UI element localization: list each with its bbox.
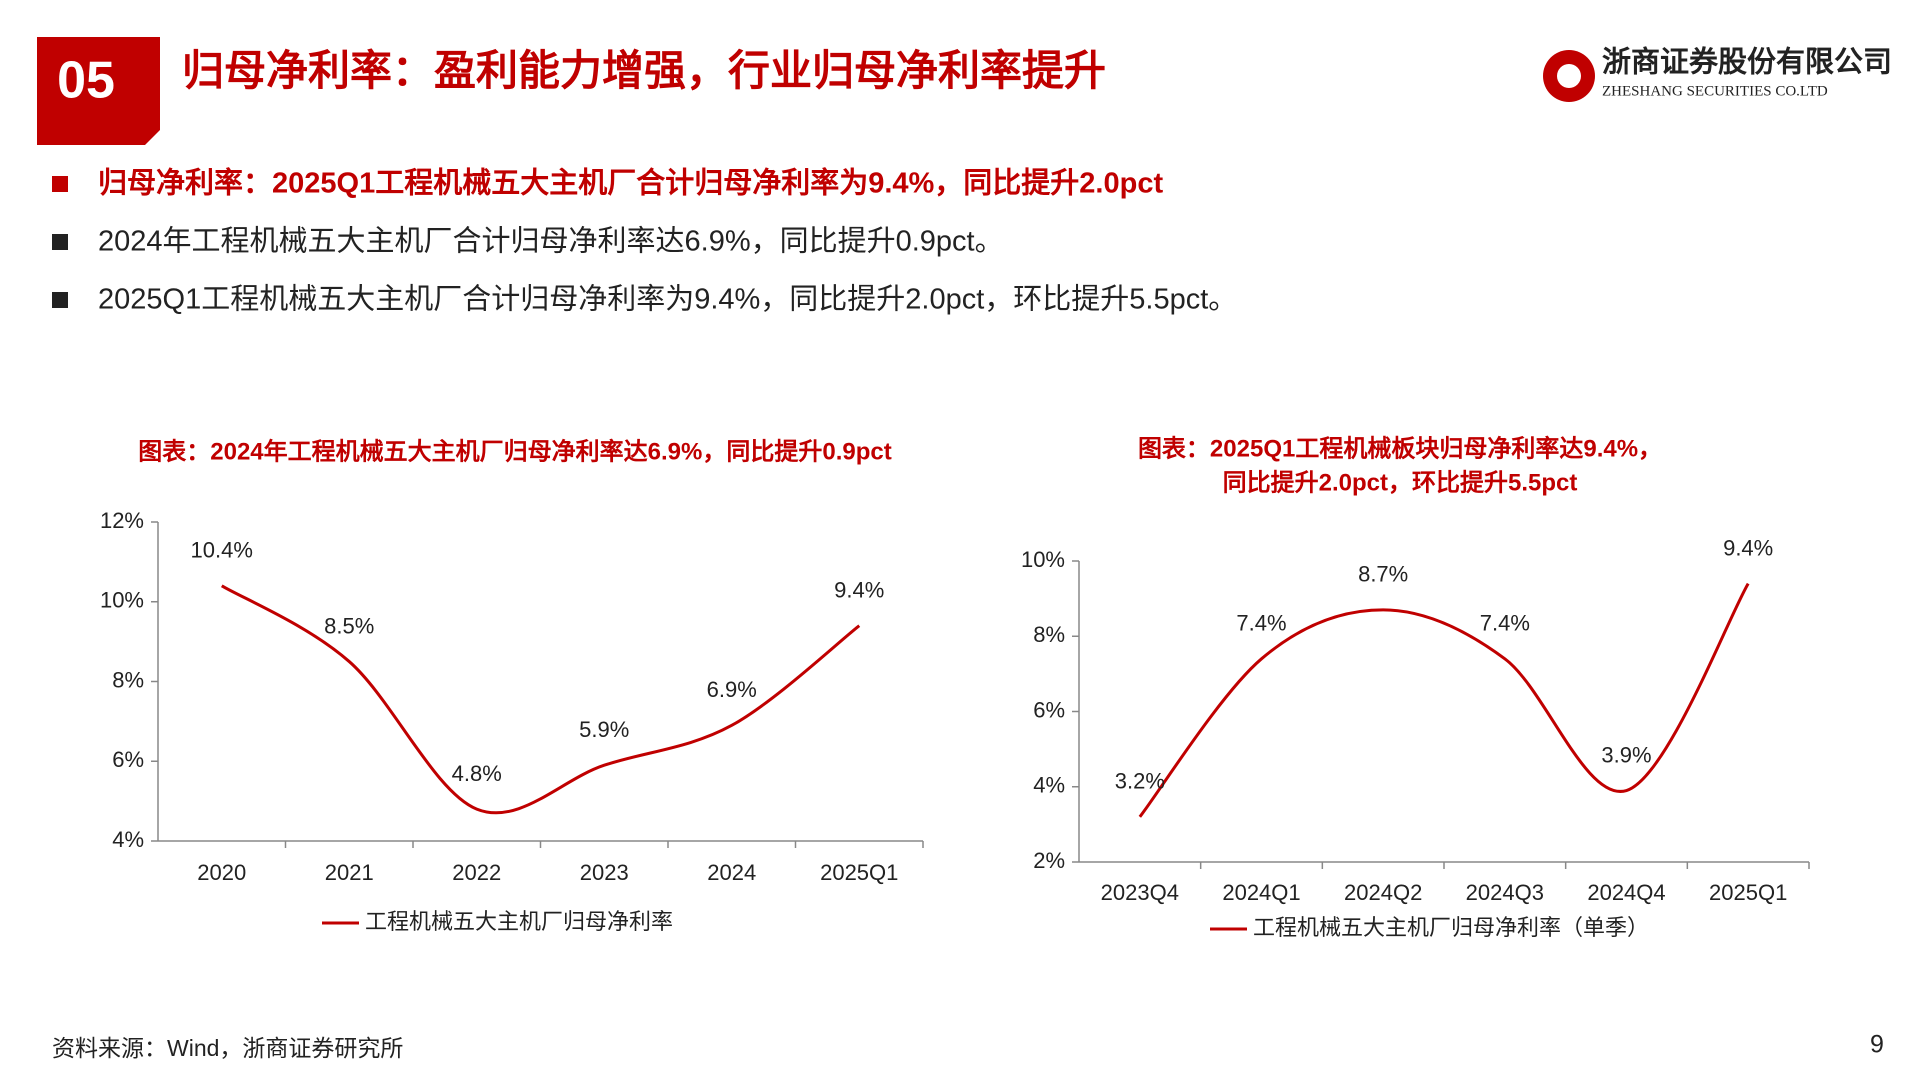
badge-accent: [145, 37, 160, 145]
data-label: 9.4%: [834, 577, 884, 602]
y-tick-label: 10%: [100, 588, 144, 613]
bullet-text: 2024年工程机械五大主机厂合计归母净利率达6.9%，同比提升0.9pct。: [98, 225, 1004, 258]
data-label: 7.4%: [1236, 611, 1286, 636]
data-label: 4.8%: [452, 761, 502, 786]
logo-name: 浙商证券股份有限公司: [1602, 46, 1892, 79]
y-tick-label: 6%: [1033, 697, 1065, 722]
logo-name-en: ZHESHANG SECURITIES CO.LTD: [1602, 83, 1828, 99]
data-label: 8.5%: [324, 613, 374, 638]
data-label: 3.2%: [1115, 769, 1165, 794]
legend-label: 工程机械五大主机厂归母净利率: [365, 909, 673, 934]
data-label: 3.9%: [1601, 742, 1651, 767]
y-tick-label: 8%: [1033, 622, 1065, 647]
bullet-text: 归母净利率：2025Q1工程机械五大主机厂合计归母净利率为9.4%，同比提升2.…: [98, 166, 1163, 200]
x-tick-label: 2023: [580, 860, 629, 885]
chart-title: 同比提升2.0pct，环比提升5.5pct: [1223, 469, 1578, 496]
bullet-square: [52, 234, 68, 250]
x-tick-label: 2021: [325, 860, 374, 885]
x-tick-label: 2024: [707, 860, 756, 885]
x-tick-label: 2023Q4: [1101, 880, 1179, 905]
bullet-square: [52, 292, 68, 308]
legend-label: 工程机械五大主机厂归母净利率（单季）: [1253, 915, 1649, 940]
logo-icon-inner: [1557, 64, 1581, 88]
source-note: 资料来源：Wind，浙商证券研究所: [52, 1035, 403, 1061]
data-line: [1138, 582, 1750, 818]
x-tick-label: 2025Q1: [820, 860, 898, 885]
x-tick-label: 2022: [452, 860, 501, 885]
data-label: 10.4%: [191, 538, 253, 563]
chart-title: 图表：2024年工程机械五大主机厂归母净利率达6.9%，同比提升0.9pct: [138, 437, 891, 465]
y-tick-label: 4%: [1033, 773, 1065, 798]
slide-title: 归母净利率：盈利能力增强，行业归母净利率提升: [182, 47, 1106, 94]
y-tick-label: 4%: [112, 827, 144, 852]
y-tick-label: 12%: [100, 508, 144, 533]
data-label: 5.9%: [579, 717, 629, 742]
section-number: 05: [57, 52, 115, 110]
y-tick-label: 8%: [112, 667, 144, 692]
x-tick-label: 2024Q2: [1344, 880, 1422, 905]
page-number: 9: [1870, 1031, 1884, 1059]
x-tick-label: 2024Q1: [1222, 880, 1300, 905]
data-label: 6.9%: [707, 677, 757, 702]
x-tick-label: 2025Q1: [1709, 880, 1787, 905]
data-line: [220, 584, 861, 815]
data-label: 9.4%: [1723, 535, 1773, 560]
x-tick-label: 2024Q3: [1466, 880, 1544, 905]
y-tick-label: 6%: [112, 747, 144, 772]
chart-title: 图表：2025Q1工程机械板块归母净利率达9.4%，: [1138, 434, 1662, 462]
bullet-text: 2025Q1工程机械五大主机厂合计归母净利率为9.4%，同比提升2.0pct，环…: [98, 283, 1237, 316]
data-label: 7.4%: [1480, 611, 1530, 636]
section-badge: [37, 37, 145, 145]
data-label: 8.7%: [1358, 562, 1408, 587]
y-tick-label: 10%: [1021, 547, 1065, 572]
x-tick-label: 2020: [197, 860, 246, 885]
bullet-square: [52, 176, 68, 192]
y-tick-label: 2%: [1033, 848, 1065, 873]
x-tick-label: 2024Q4: [1587, 880, 1665, 905]
